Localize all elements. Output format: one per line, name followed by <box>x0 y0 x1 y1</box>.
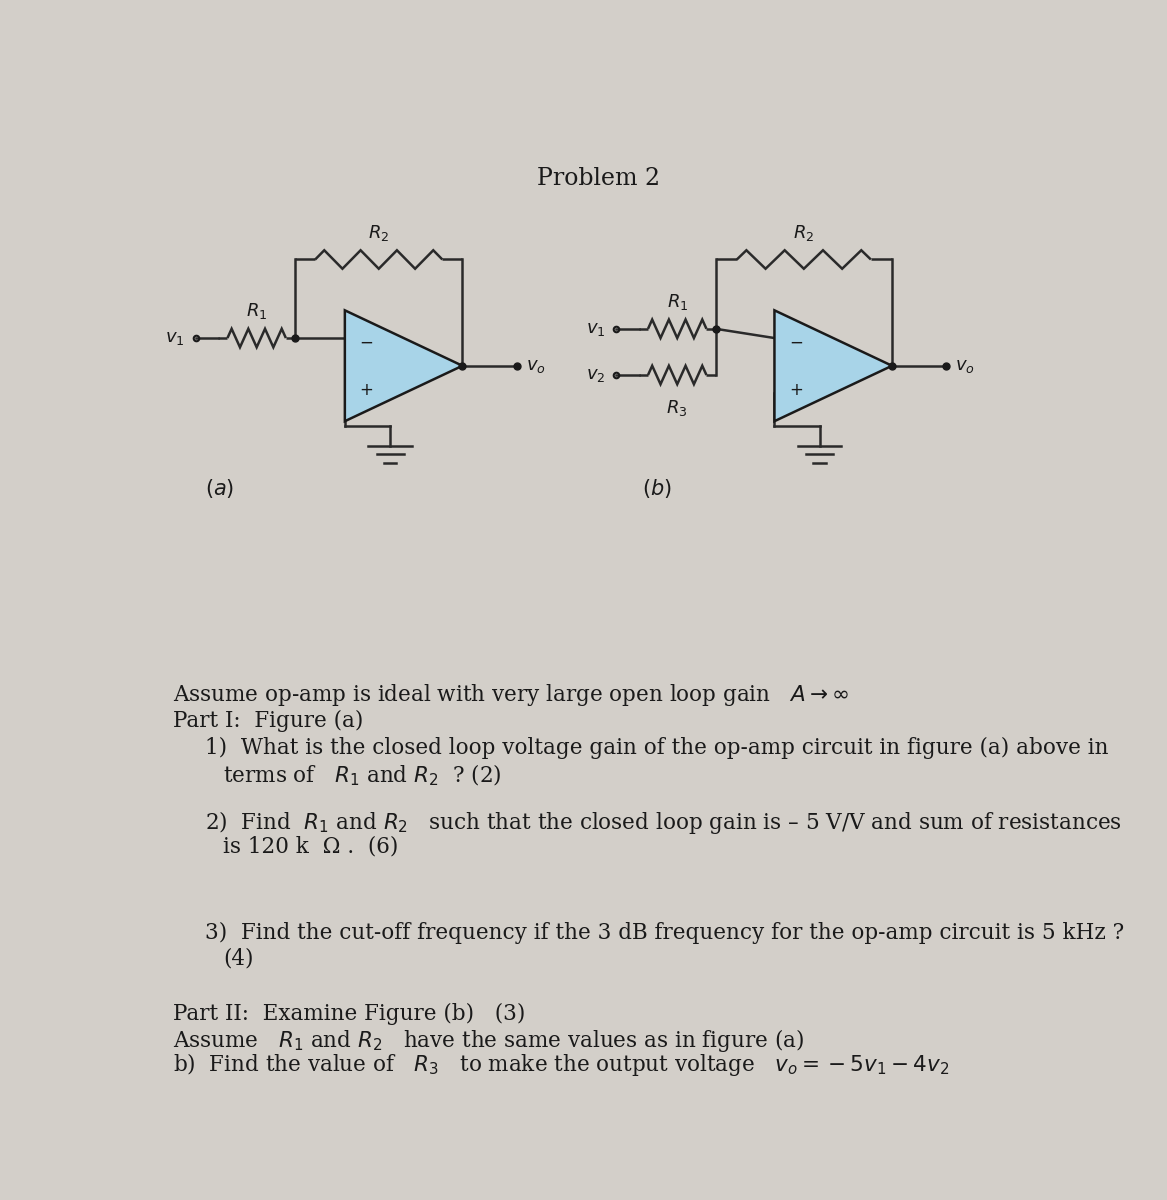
Text: 3)  Find the cut-off frequency if the 3 dB frequency for the op-amp circuit is 5: 3) Find the cut-off frequency if the 3 d… <box>204 922 1124 944</box>
Text: 1)  What is the closed loop voltage gain of the op-amp circuit in figure (a) abo: 1) What is the closed loop voltage gain … <box>204 737 1109 760</box>
Text: Part II:  Examine Figure (b)   (3): Part II: Examine Figure (b) (3) <box>173 1003 525 1026</box>
Text: $R_3$: $R_3$ <box>666 398 689 418</box>
Text: $v_o$: $v_o$ <box>526 356 545 374</box>
Text: $-$: $-$ <box>789 332 803 350</box>
Text: Part I:  Figure (a): Part I: Figure (a) <box>173 709 363 732</box>
Text: $(a)$: $(a)$ <box>205 476 235 499</box>
Text: $R_2$: $R_2$ <box>368 223 390 242</box>
Text: $(b)$: $(b)$ <box>642 476 672 499</box>
Text: $R_1$: $R_1$ <box>246 301 267 322</box>
Text: b)  Find the value of   $R_3$   to make the output voltage   $v_o=-5v_1-4v_2$: b) Find the value of $R_3$ to make the o… <box>173 1051 950 1079</box>
Text: $R_1$: $R_1$ <box>666 292 687 312</box>
Text: $R_2$: $R_2$ <box>794 223 815 242</box>
Text: is 120 k  Ω .  (6): is 120 k Ω . (6) <box>223 835 398 857</box>
Polygon shape <box>775 311 892 421</box>
Text: Assume   $R_1$ and $R_2$   have the same values as in figure (a): Assume $R_1$ and $R_2$ have the same val… <box>173 1027 804 1055</box>
Text: Problem 2: Problem 2 <box>537 167 659 190</box>
Text: $v_2$: $v_2$ <box>586 366 606 384</box>
Text: $v_1$: $v_1$ <box>166 329 184 347</box>
Text: 2)  Find  $R_1$ and $R_2$   such that the closed loop gain is – 5 V/V and sum of: 2) Find $R_1$ and $R_2$ such that the cl… <box>204 809 1121 836</box>
Text: $v_1$: $v_1$ <box>586 319 606 337</box>
Text: terms of   $R_1$ and $R_2$  ? (2): terms of $R_1$ and $R_2$ ? (2) <box>223 763 501 788</box>
Polygon shape <box>345 311 462 421</box>
Text: Assume op-amp is ideal with very large open loop gain   $A\rightarrow\infty$: Assume op-amp is ideal with very large o… <box>173 682 848 708</box>
Text: $v_o$: $v_o$ <box>956 356 976 374</box>
Text: $-$: $-$ <box>359 332 373 350</box>
Text: $+$: $+$ <box>789 382 803 400</box>
Text: (4): (4) <box>223 948 253 970</box>
Text: $+$: $+$ <box>359 382 373 400</box>
